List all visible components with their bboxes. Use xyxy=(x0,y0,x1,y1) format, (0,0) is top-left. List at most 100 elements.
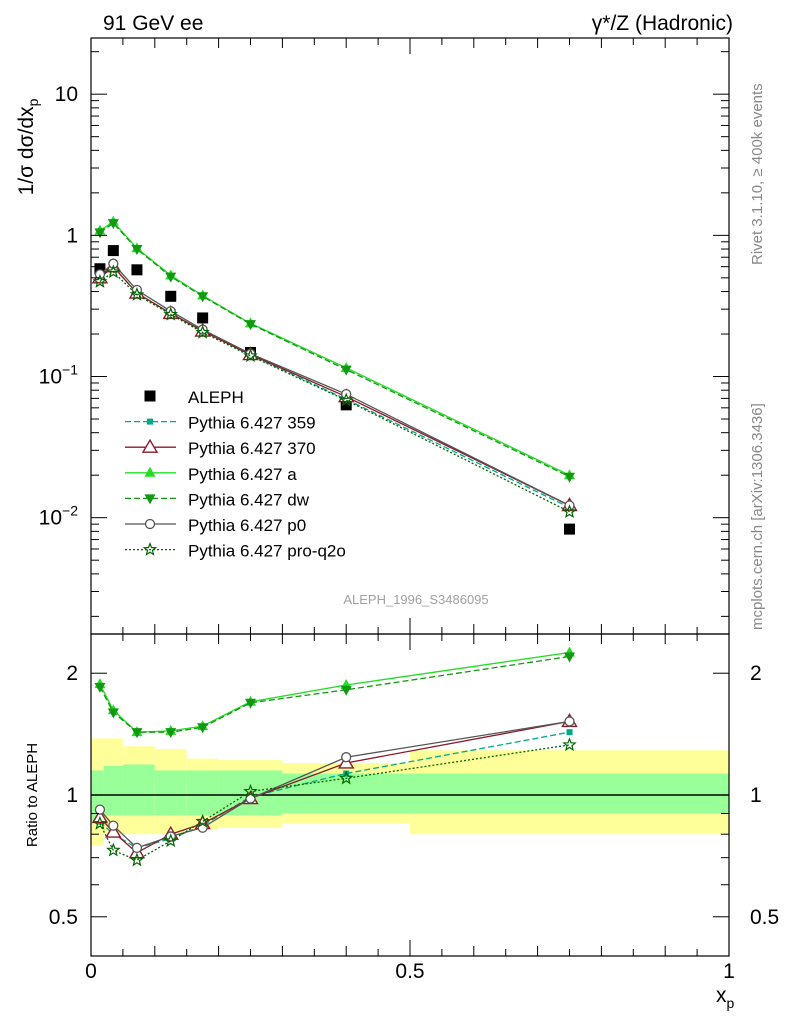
x-tick-label: 0 xyxy=(85,960,97,983)
main-data-point xyxy=(131,264,143,276)
main-series-marker xyxy=(338,392,354,407)
legend-marker xyxy=(147,418,153,425)
chart-title-right: γ*/Z (Hadronic) xyxy=(592,12,733,35)
main-series-marker xyxy=(195,324,210,339)
ratio-series-marker xyxy=(195,813,210,828)
main-y-tick-label: 10−2 xyxy=(39,503,79,530)
main-y-tick-label: 10−1 xyxy=(39,362,79,389)
main-series-line xyxy=(99,271,570,513)
legend: ALEPH Pythia 6.427 359 Pythia 6.427 370 Pyt… xyxy=(125,388,346,561)
main-y-axis-label-subscript: p xyxy=(25,98,41,106)
ratio-axes: 0 0.5 1 2 2 1 1 0.5 0.5 xyxy=(49,634,779,983)
ratio-y-tick-label-left: 1 xyxy=(66,784,78,807)
ratio-series-marker xyxy=(197,723,209,734)
ratio-stat-uncertainty-band xyxy=(410,773,729,814)
ratio-series-marker xyxy=(564,716,575,727)
main-line-group xyxy=(91,215,578,535)
main-y-tick-label-base: 10 xyxy=(55,83,78,106)
legend-label: Pythia 6.427 370 xyxy=(188,439,316,458)
ratio-series-marker xyxy=(163,833,179,848)
main-series-marker xyxy=(107,219,119,230)
ratio-series-marker xyxy=(108,820,119,831)
main-series-marker xyxy=(92,274,108,288)
main-series-marker xyxy=(562,504,577,519)
legend-label: Pythia 6.427 dw xyxy=(188,490,310,509)
ratio-series-marker xyxy=(131,728,143,739)
main-series-marker xyxy=(243,348,258,363)
ratio-y-tick-label-left: 2 xyxy=(66,662,78,685)
main-series-marker xyxy=(245,320,256,331)
ratio-series-marker xyxy=(245,698,256,709)
ratio-series-marker xyxy=(129,852,145,867)
ratio-series-marker xyxy=(107,708,119,719)
main-plot-frame xyxy=(90,37,730,635)
ratio-y-axis-label: Ratio to ALEPH xyxy=(24,743,41,847)
main-y-tick-label: 10 xyxy=(55,83,78,106)
main-series-line xyxy=(99,262,570,507)
main-data-point xyxy=(197,312,209,324)
ratio-stat-uncertainty-band xyxy=(154,770,187,816)
legend-marker xyxy=(144,466,156,477)
ratio-series-marker xyxy=(165,728,177,739)
main-y-tick-label: 1 xyxy=(66,224,78,247)
legend-marker xyxy=(144,390,156,402)
analysis-label: ALEPH_1996_S3486095 xyxy=(343,592,488,607)
ratio-series-marker xyxy=(243,783,258,798)
ratio-series-marker xyxy=(94,682,106,693)
main-y-tick-label-base: 10 xyxy=(39,366,62,389)
main-series-marker xyxy=(131,245,143,256)
main-y-tick-label-exponent: −1 xyxy=(62,362,78,378)
ratio-y-tick-label-left: 0.5 xyxy=(49,906,78,929)
main-y-tick-label-exponent: −2 xyxy=(62,503,78,519)
legend-marker xyxy=(144,494,156,505)
ratio-series-marker xyxy=(106,842,121,857)
main-y-axis-label-text: 1/σ dσ/dx xyxy=(15,106,38,195)
chart-title-left: 91 GeV ee xyxy=(103,12,203,35)
ratio-y-tick-label-right: 0.5 xyxy=(750,906,779,929)
main-data-point xyxy=(340,399,352,411)
ratio-series-marker xyxy=(92,815,108,830)
legend-marker xyxy=(142,541,158,556)
main-series-line xyxy=(99,222,570,478)
ratio-series-line xyxy=(99,655,570,733)
x-axis-label: xp xyxy=(716,984,735,1011)
ratio-series-marker xyxy=(94,804,106,815)
main-series-marker xyxy=(163,306,179,321)
ratio-stat-uncertainty-band xyxy=(122,764,155,816)
main-data-point xyxy=(107,245,119,257)
ratio-stat-uncertainty-band xyxy=(186,770,219,816)
main-series-marker xyxy=(165,272,177,283)
main-y-tick-label-base: 1 xyxy=(66,224,78,247)
ratio-series-marker xyxy=(131,842,143,854)
main-y-axis-label: 1/σ dσ/dxp xyxy=(15,98,41,195)
ratio-series-line xyxy=(99,651,570,733)
mcplots-label: mcplots.cern.ch [arXiv:1306.3436] xyxy=(749,403,766,630)
ratio-series-marker xyxy=(341,752,352,763)
main-series-marker xyxy=(108,258,119,269)
x-tick-label: 0.5 xyxy=(395,960,424,983)
ratio-y-tick-label-right: 2 xyxy=(750,662,762,685)
ratio-series-marker xyxy=(105,823,122,838)
legend-label: Pythia 6.427 a xyxy=(188,465,297,484)
ratio-series-marker xyxy=(340,685,352,696)
ratio-series-line xyxy=(99,744,570,861)
ratio-series-line xyxy=(99,720,570,849)
main-series-marker xyxy=(106,264,121,279)
legend-label: Pythia 6.427 359 xyxy=(188,414,316,433)
main-series-marker xyxy=(340,365,352,376)
ratio-line-group xyxy=(91,646,578,867)
main-data-point xyxy=(564,523,575,535)
main-series-marker xyxy=(564,472,575,483)
ratio-series-marker xyxy=(564,652,575,663)
ratio-y-tick-label-right: 1 xyxy=(750,784,762,807)
ratio-stat-uncertainty-band xyxy=(103,765,123,816)
main-series-line xyxy=(99,220,570,476)
x-axis-label-text: x xyxy=(716,984,727,1007)
legend-marker xyxy=(144,518,156,530)
ratio-series-marker xyxy=(338,770,354,785)
main-data-point xyxy=(94,263,106,275)
main-series-marker xyxy=(129,287,145,301)
main-series-marker xyxy=(94,228,106,239)
